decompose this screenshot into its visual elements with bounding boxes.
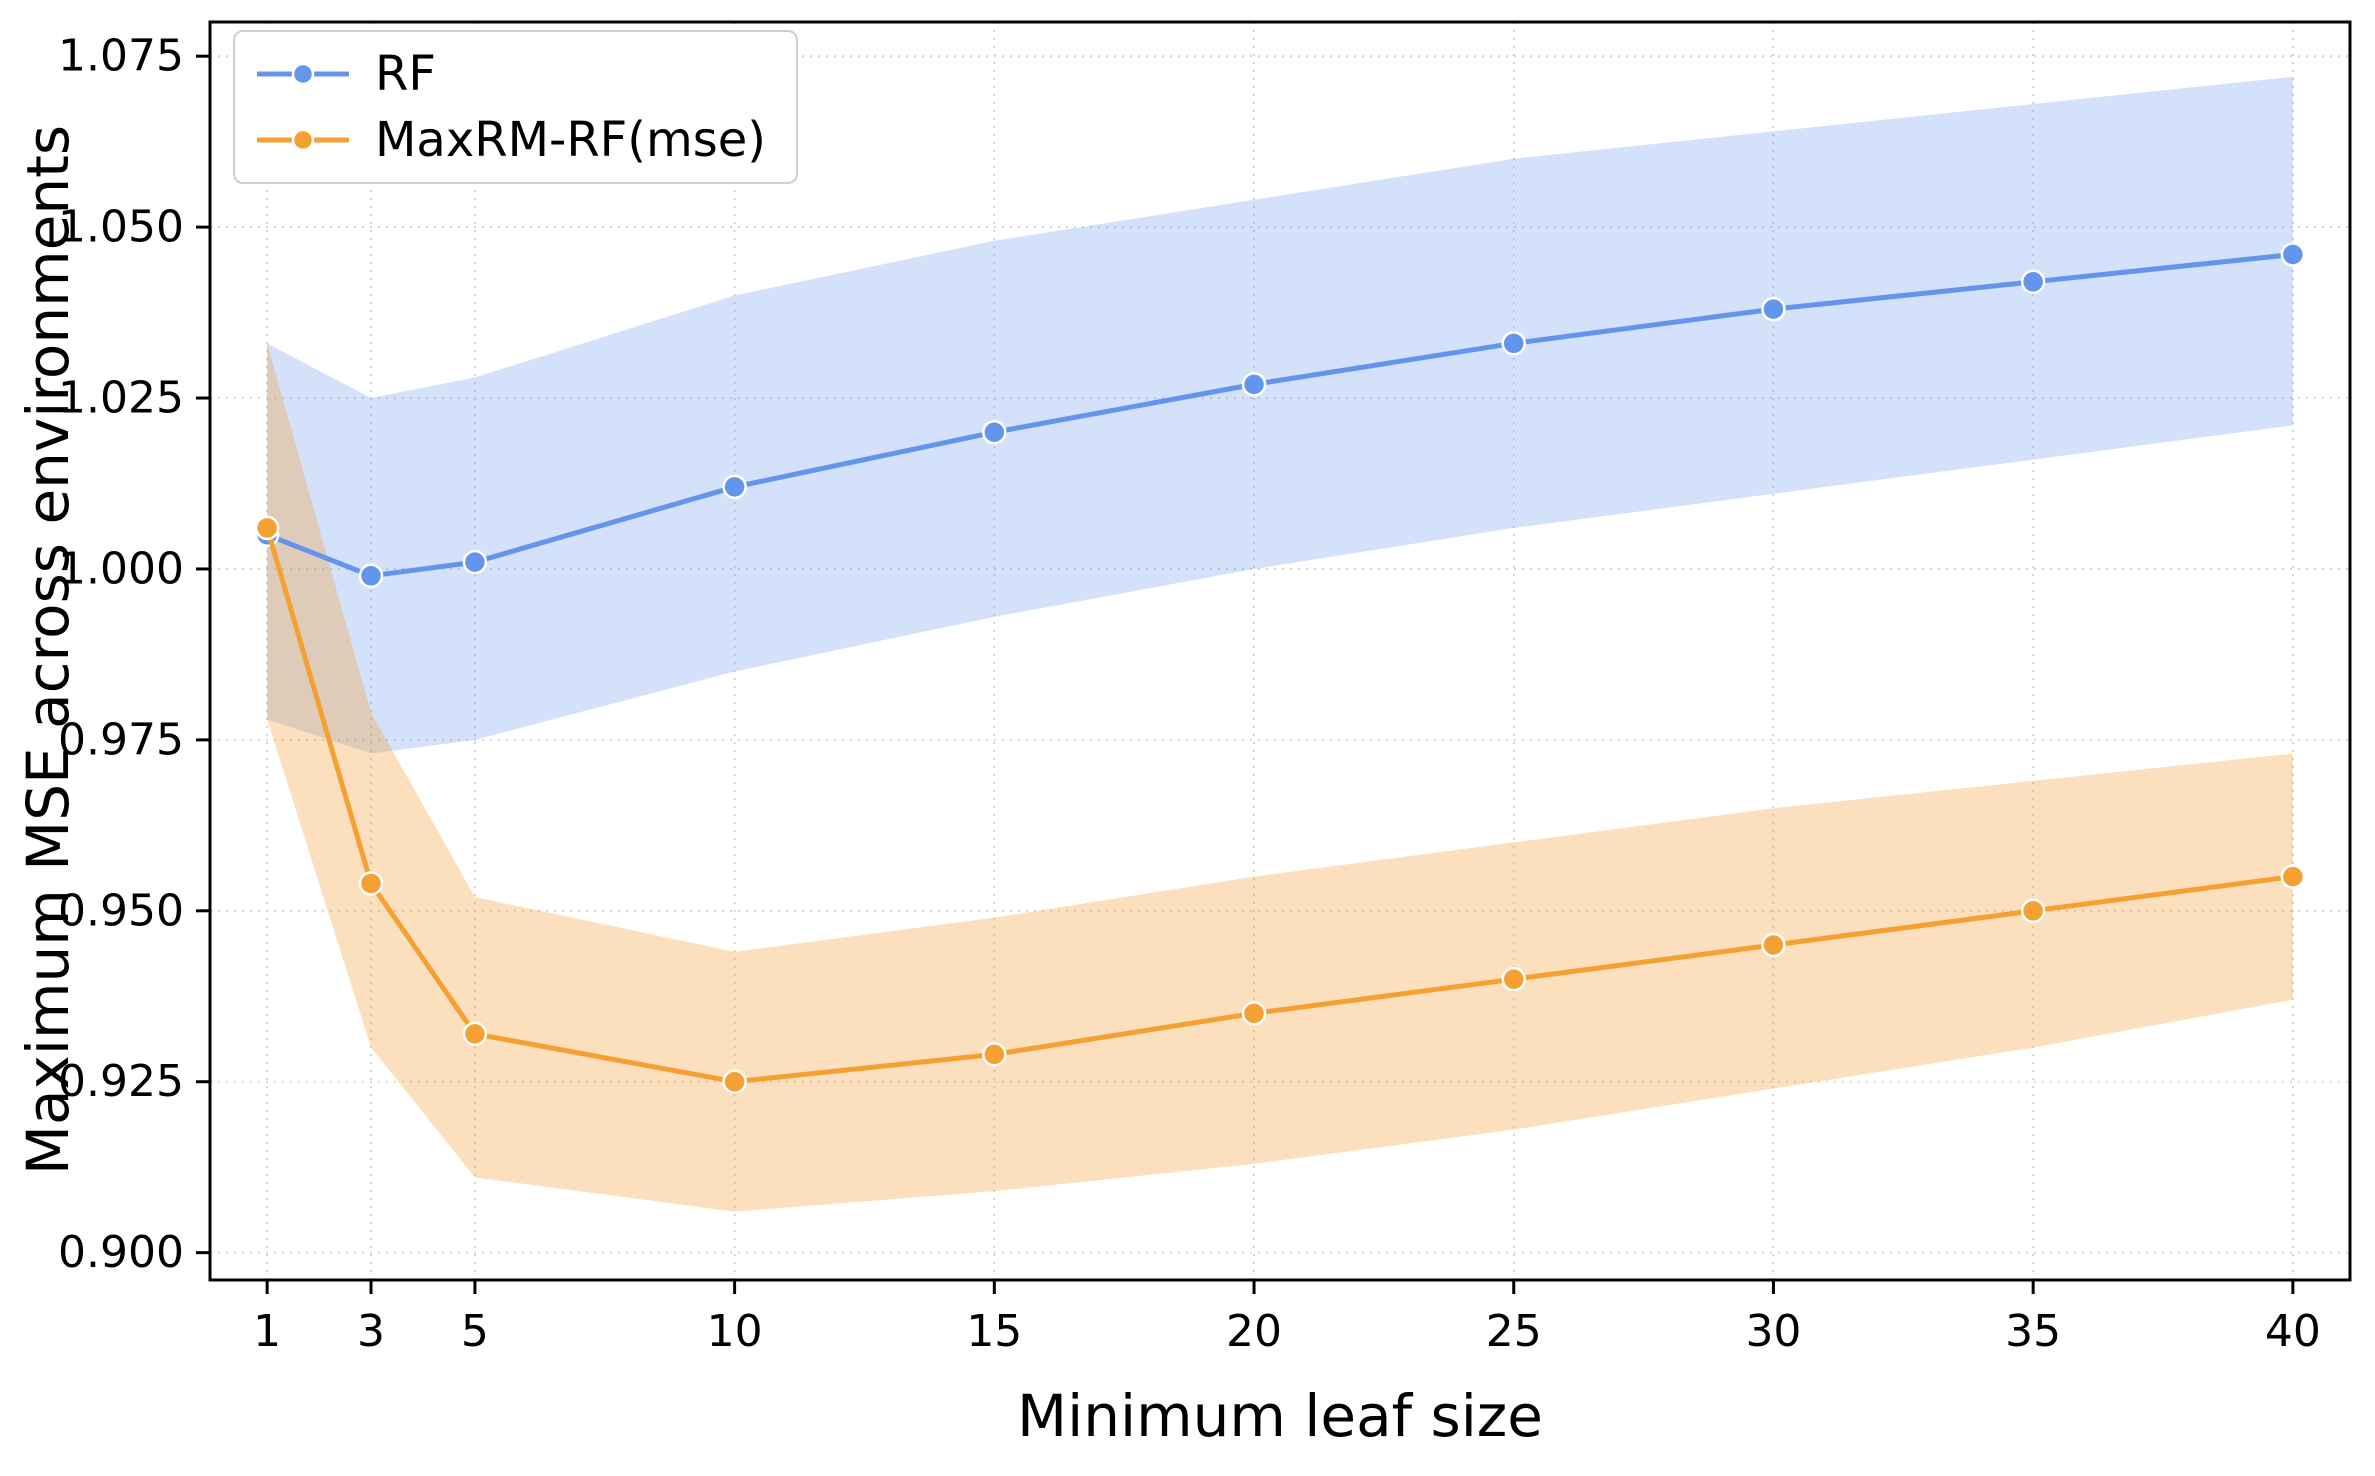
y-tick-label: 0.925 bbox=[58, 1056, 184, 1107]
series-marker-MaxRM-RF(mse) bbox=[462, 1021, 488, 1047]
series-marker-MaxRM-RF(mse) bbox=[254, 515, 280, 541]
x-axis-label: Minimum leaf size bbox=[1017, 1382, 1543, 1450]
y-tick-label: 1.000 bbox=[58, 543, 184, 594]
legend-item: RF bbox=[255, 46, 766, 102]
series-marker-MaxRM-RF(mse) bbox=[2020, 898, 2046, 924]
series-marker-MaxRM-RF(mse) bbox=[2280, 864, 2306, 889]
series-marker-RF bbox=[358, 563, 384, 589]
series-line-RF bbox=[264, 251, 2296, 579]
series-marker-RF bbox=[1241, 372, 1267, 397]
y-axis-label: Maximum MSE across environments bbox=[14, 124, 82, 1176]
confidence-band-RF bbox=[267, 76, 2293, 754]
y-tick-label: 1.025 bbox=[58, 373, 184, 424]
series-marker-MaxRM-RF(mse) bbox=[1761, 932, 1786, 958]
x-tick-label: 35 bbox=[2005, 1306, 2061, 1357]
x-tick-label: 40 bbox=[2265, 1306, 2321, 1357]
series-marker-MaxRM-RF(mse) bbox=[982, 1042, 1007, 1067]
series-marker-RF bbox=[2020, 269, 2046, 295]
series-marker-RF bbox=[982, 419, 1007, 445]
confidence-band-MaxRM-RF(mse) bbox=[267, 343, 2293, 1212]
y-tick-label: 0.950 bbox=[58, 885, 184, 936]
series-marker-RF bbox=[722, 474, 747, 500]
series-marker-MaxRM-RF(mse) bbox=[1501, 966, 1526, 992]
series-marker-RF bbox=[2280, 242, 2306, 267]
x-tick-label: 1 bbox=[253, 1306, 281, 1357]
series-marker-RF bbox=[1761, 296, 1786, 322]
legend-line-marker-icon bbox=[257, 62, 349, 86]
legend: RF MaxRM-RF(mse) bbox=[233, 30, 799, 184]
series-marker-MaxRM-RF(mse) bbox=[1241, 1001, 1267, 1026]
x-tick-label: 15 bbox=[966, 1306, 1022, 1357]
legend-item: MaxRM-RF(mse) bbox=[255, 112, 766, 168]
y-tick-label: 1.075 bbox=[58, 31, 184, 82]
series-marker-RF bbox=[1501, 331, 1526, 356]
legend-line-marker-icon bbox=[257, 128, 349, 152]
series-line-MaxRM-RF(mse) bbox=[264, 525, 2296, 1085]
x-tick-label: 3 bbox=[357, 1306, 385, 1357]
y-tick-label: 1.050 bbox=[58, 202, 184, 253]
series-marker-MaxRM-RF(mse) bbox=[722, 1069, 747, 1094]
plot-border bbox=[208, 20, 2352, 1282]
legend-label: RF bbox=[375, 46, 436, 102]
x-tick-label: 20 bbox=[1226, 1306, 1282, 1357]
x-tick-label: 25 bbox=[1486, 1306, 1542, 1357]
x-tick-label: 5 bbox=[461, 1306, 489, 1357]
y-tick-label: 0.900 bbox=[58, 1227, 184, 1278]
y-tick-label: 0.975 bbox=[58, 714, 184, 765]
x-tick-label: 30 bbox=[1745, 1306, 1801, 1357]
series-marker-RF bbox=[462, 549, 488, 575]
legend-label: MaxRM-RF(mse) bbox=[375, 112, 767, 168]
x-tick-label: 10 bbox=[707, 1306, 763, 1357]
series-marker-MaxRM-RF(mse) bbox=[358, 871, 384, 896]
